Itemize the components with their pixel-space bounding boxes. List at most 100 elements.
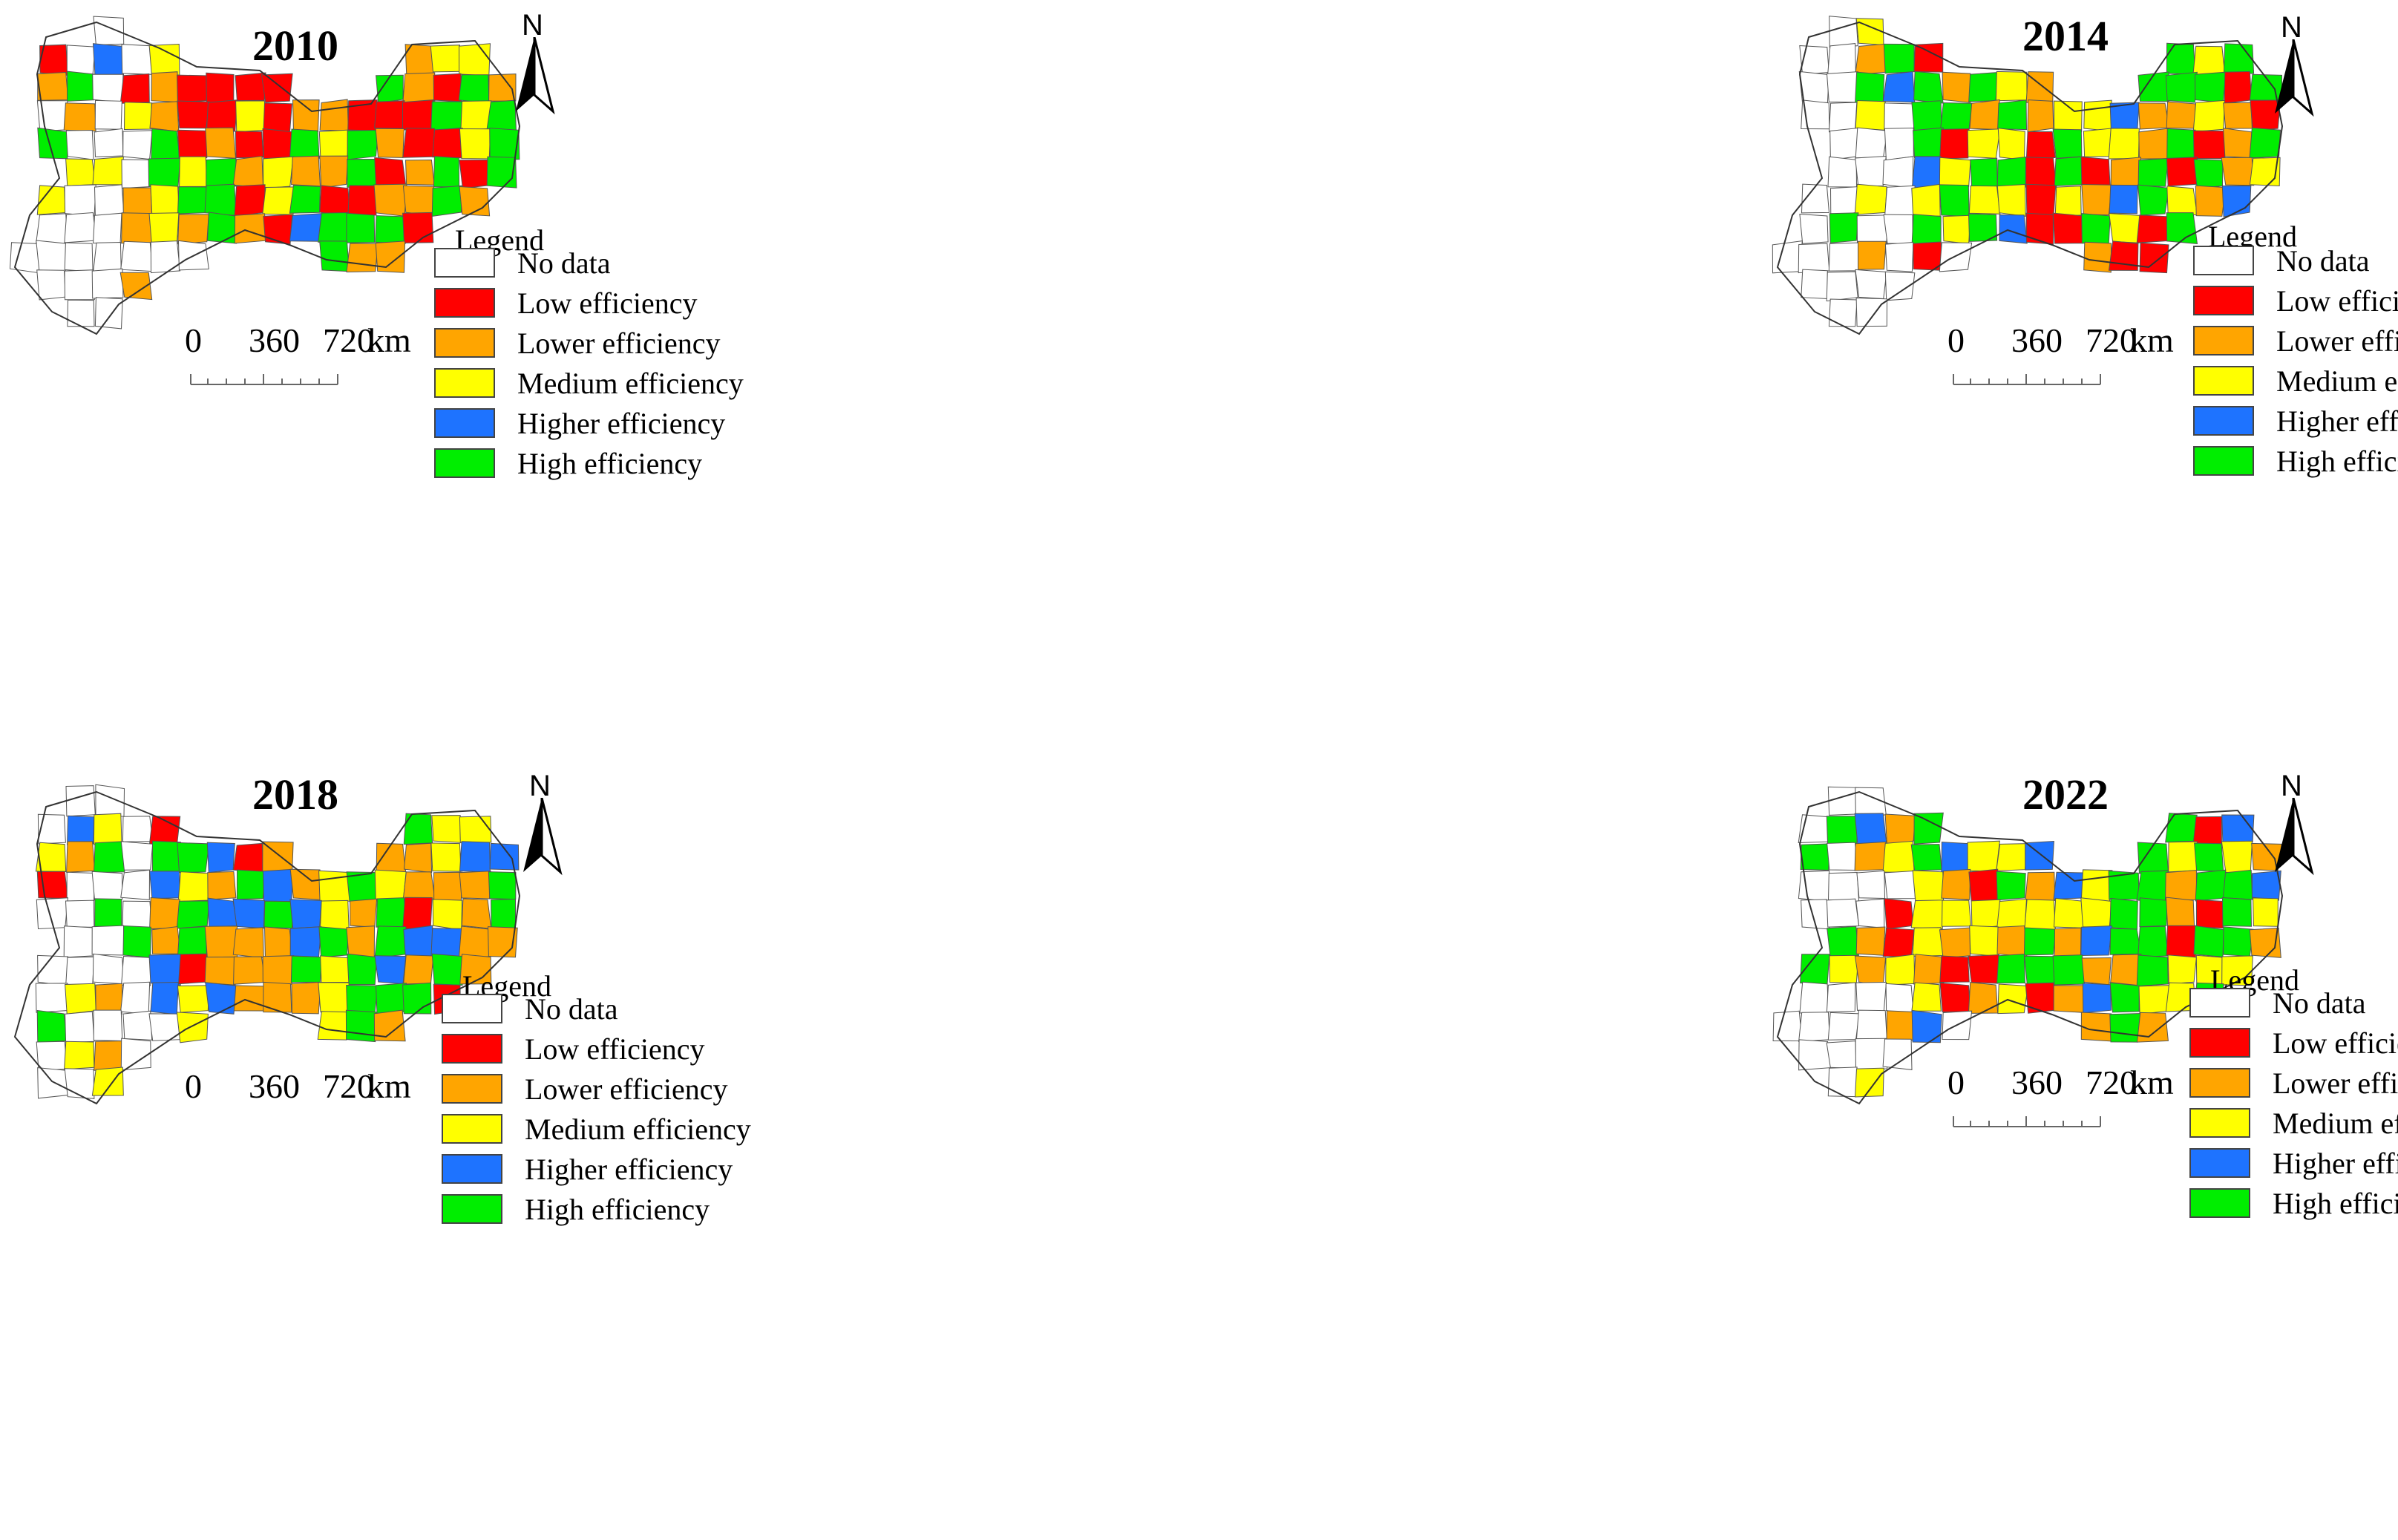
map-region — [1968, 982, 1999, 1014]
map-region — [374, 157, 407, 189]
map-region — [460, 100, 492, 131]
map-region — [1995, 71, 2028, 102]
map-region — [402, 982, 432, 1015]
map-region — [2222, 869, 2253, 900]
region-outline — [1776, 21, 2284, 335]
legend-swatch — [2193, 446, 2254, 476]
legend-item-low: Low efficiency — [434, 285, 697, 321]
map-region — [2192, 816, 2222, 845]
map-region — [1827, 842, 1858, 871]
map-region — [262, 128, 294, 161]
map-region — [206, 157, 237, 189]
map-region — [64, 1068, 95, 1099]
legend-label: High efficiency — [2273, 1186, 2398, 1220]
map-region — [2081, 213, 2111, 245]
map-region — [122, 900, 153, 930]
map-region — [232, 927, 264, 959]
map-region — [262, 955, 295, 985]
legend-swatch — [2193, 406, 2254, 436]
map-region — [346, 212, 376, 243]
map-region — [1967, 128, 2001, 159]
map-region — [1969, 925, 1999, 957]
map-region — [1996, 183, 2026, 217]
map-region — [119, 272, 153, 301]
map-region — [319, 185, 350, 217]
map-region — [94, 99, 122, 130]
map-region — [459, 871, 491, 900]
map-region — [1798, 1039, 1831, 1071]
legend-item-low: Low efficiency — [442, 1031, 704, 1066]
legend-swatch — [442, 1154, 502, 1184]
legend-label: High efficiency — [2276, 444, 2398, 478]
map-region — [64, 212, 97, 243]
map-region — [1855, 926, 1886, 956]
map-region — [122, 187, 153, 214]
map-region — [65, 900, 95, 928]
map-region — [1941, 900, 1972, 927]
map-region — [232, 842, 265, 873]
map-region — [2166, 42, 2196, 75]
map-region — [151, 128, 180, 160]
map-region — [431, 815, 463, 844]
legend-label: No data — [2276, 243, 2370, 278]
legend-swatch — [434, 248, 495, 278]
map-region — [1939, 184, 1970, 217]
map-region — [1884, 898, 1914, 930]
map-region — [2024, 899, 2056, 931]
map-region — [206, 212, 238, 244]
map-region — [1997, 128, 2025, 161]
map-region — [150, 981, 179, 1015]
legend-item-no-data: No data — [434, 245, 611, 281]
map-region — [2025, 131, 2056, 160]
map-region — [459, 159, 491, 189]
map-region — [2136, 1012, 2169, 1043]
map-region — [176, 74, 209, 102]
legend-item-lower: Lower efficiency — [442, 1071, 728, 1107]
map-region — [120, 1038, 151, 1071]
legend-swatch — [2193, 286, 2254, 315]
map-region — [148, 157, 181, 189]
map-region — [120, 981, 151, 1015]
map-region — [63, 925, 96, 958]
map-region — [431, 953, 464, 986]
map-region — [2054, 186, 2082, 217]
map-region — [65, 1011, 95, 1043]
map-region — [291, 155, 321, 187]
map-region — [122, 130, 153, 160]
map-region — [375, 215, 407, 244]
legend-item-medium: Medium efficiency — [2189, 1105, 2398, 1141]
map-region — [1912, 870, 1945, 902]
map-region — [233, 956, 266, 985]
map-region — [2052, 954, 2086, 986]
map-region — [67, 815, 95, 845]
map-region — [1855, 99, 1886, 131]
map-region — [459, 816, 492, 844]
map-region — [1913, 42, 1944, 73]
map-region — [2221, 897, 2253, 927]
map-region — [2108, 128, 2140, 160]
region-map — [9, 16, 521, 335]
legend-item-higher: Higher efficiency — [434, 405, 725, 441]
map-region — [1911, 183, 1941, 217]
legend-label: Lower efficiency — [517, 326, 721, 360]
north-arrow-icon — [2275, 798, 2314, 876]
map-region — [2109, 982, 2140, 1013]
legend-label: Medium efficiency — [525, 1112, 751, 1146]
map-region — [65, 158, 96, 186]
map-region — [1968, 185, 2001, 214]
map-region — [1910, 844, 1942, 871]
map-region — [1941, 868, 1971, 900]
map-region — [433, 871, 463, 902]
map-region — [1855, 155, 1887, 187]
map-region — [2166, 101, 2196, 129]
map-region — [204, 183, 237, 217]
map-region — [148, 871, 180, 900]
map-region — [2136, 870, 2169, 902]
legend-item-low: Low efficiency — [2189, 1025, 2398, 1061]
legend-label: High efficiency — [517, 446, 703, 480]
map-region — [292, 99, 320, 133]
map-region — [1855, 1038, 1888, 1072]
map-region — [1855, 71, 1885, 104]
map-region — [1968, 954, 1999, 984]
map-region — [91, 1066, 124, 1096]
